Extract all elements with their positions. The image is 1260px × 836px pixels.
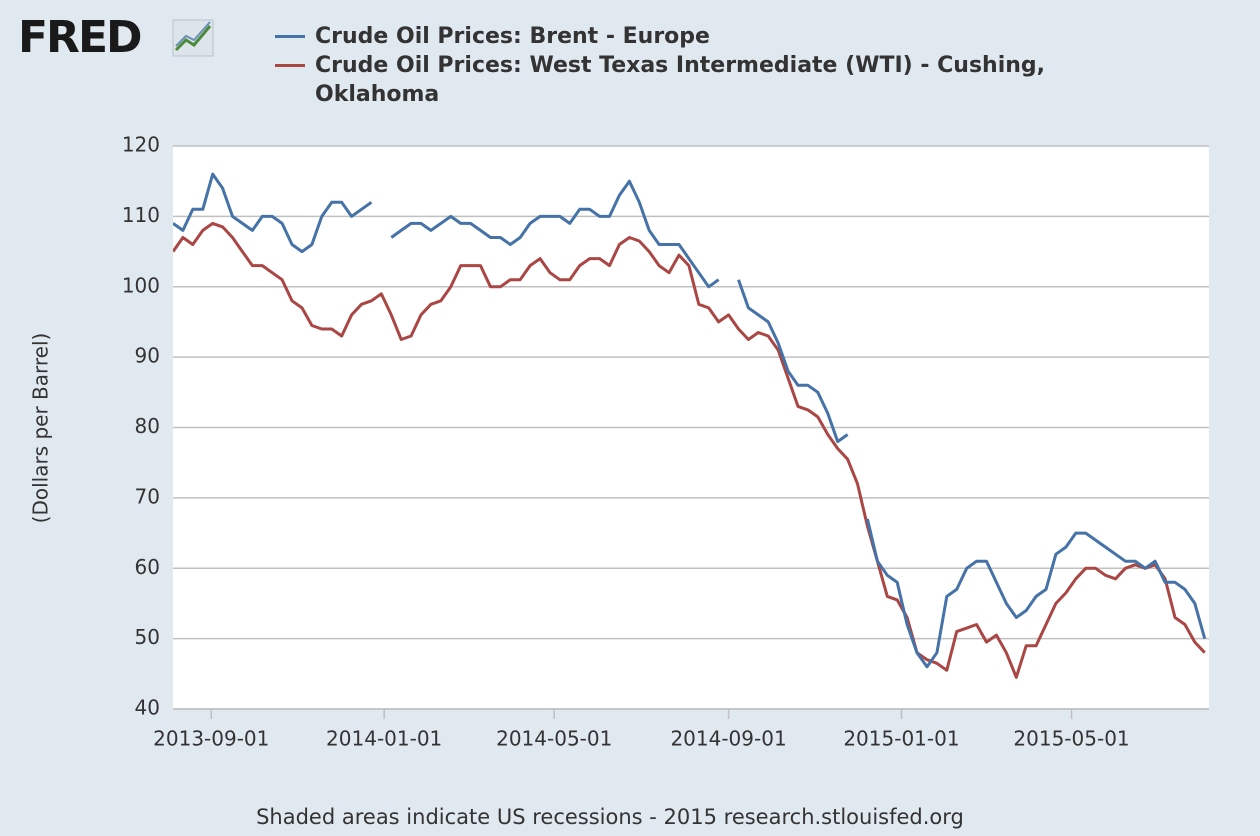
y-tick-label: 80: [135, 414, 160, 438]
legend-entry[interactable]: Crude Oil Prices: Brent - Europe: [275, 22, 1095, 51]
x-tick-label: 2014-09-01: [670, 727, 786, 751]
x-tick-label: 2015-01-01: [843, 727, 959, 751]
y-tick-label: 110: [122, 203, 160, 227]
x-tick-label: 2013-09-01: [153, 727, 269, 751]
y-tick-label: 90: [135, 344, 160, 368]
legend-label: Crude Oil Prices: West Texas Intermediat…: [315, 53, 1046, 107]
series-line: [173, 172, 1207, 669]
y-tick-label: 120: [122, 133, 160, 157]
legend-label: Crude Oil Prices: Brent - Europe: [315, 24, 710, 49]
series-line: [173, 221, 1206, 679]
x-tick-label: 2015-05-01: [1013, 727, 1129, 751]
x-tick-label: 2014-01-01: [326, 727, 442, 751]
legend-swatch: [275, 64, 305, 67]
y-tick-label: 70: [135, 484, 160, 508]
logo-icon: [172, 19, 214, 57]
logo: FRED: [18, 12, 143, 63]
legend-swatch: [275, 35, 305, 38]
legend-entry[interactable]: Crude Oil Prices: West Texas Intermediat…: [275, 51, 1095, 109]
legend: Crude Oil Prices: Brent - Europe Crude Oi…: [275, 22, 1095, 109]
x-tick-label: 2014-05-01: [496, 727, 612, 751]
y-axis-label: (Dollars per Barrel): [29, 333, 53, 524]
y-tick-label: 50: [135, 625, 160, 649]
y-tick-label: 60: [135, 555, 160, 579]
footer: Shaded areas indicate US recessions - 20…: [256, 805, 964, 829]
y-tick-label: 100: [122, 273, 160, 297]
y-tick-label: 40: [135, 696, 160, 720]
